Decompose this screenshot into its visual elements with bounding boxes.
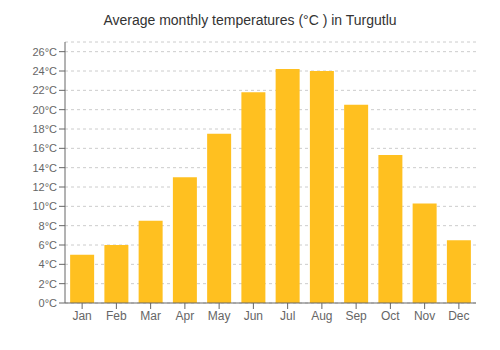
svg-text:Oct: Oct	[381, 309, 400, 323]
svg-text:Feb: Feb	[106, 309, 127, 323]
svg-text:4°C: 4°C	[39, 258, 58, 270]
svg-text:Mar: Mar	[140, 309, 161, 323]
svg-text:0°C: 0°C	[39, 297, 58, 309]
svg-text:26°C: 26°C	[32, 46, 57, 58]
svg-text:Aug: Aug	[311, 309, 332, 323]
html-text:Average monthly temperatures (: Average monthly temperatures (°C ) in Tu…	[103, 12, 397, 28]
svg-text:6°C: 6°C	[39, 239, 58, 251]
svg-text:10°C: 10°C	[32, 200, 57, 212]
svg-text:18°C: 18°C	[32, 123, 57, 135]
svg-text:8°C: 8°C	[39, 220, 58, 232]
svg-text:Apr: Apr	[176, 309, 195, 323]
svg-text:14°C: 14°C	[32, 162, 57, 174]
svg-text:May: May	[208, 309, 231, 323]
svg-text:Dec: Dec	[448, 309, 469, 323]
svg-text:16°C: 16°C	[32, 142, 57, 154]
svg-text:Nov: Nov	[414, 309, 435, 323]
svg-text:Jul: Jul	[280, 309, 295, 323]
svg-text:Jan: Jan	[72, 309, 91, 323]
svg-text:Sep: Sep	[345, 309, 367, 323]
svg-text:24°C: 24°C	[32, 65, 57, 77]
svg-text:12°C: 12°C	[32, 181, 57, 193]
svg-text:20°C: 20°C	[32, 104, 57, 116]
svg-text:Jun: Jun	[244, 309, 263, 323]
svg-text:2°C: 2°C	[39, 278, 58, 290]
svg-text:22°C: 22°C	[32, 84, 57, 96]
